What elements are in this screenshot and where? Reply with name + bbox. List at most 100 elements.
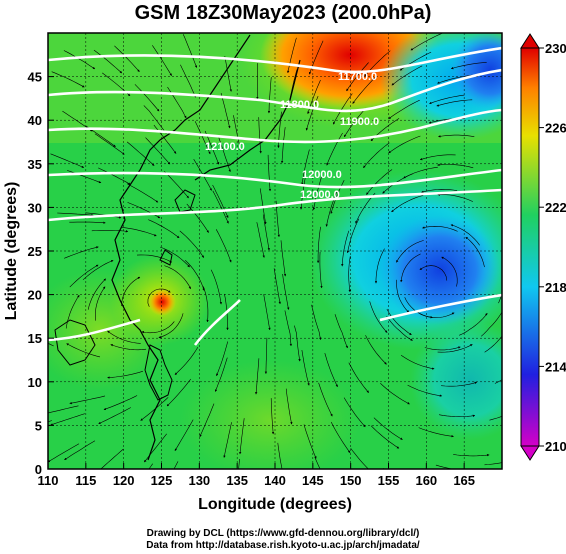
- streamline: [256, 222, 265, 258]
- streamline: [214, 357, 228, 392]
- streamline: [366, 169, 393, 195]
- streamline: [107, 330, 141, 344]
- streamline: [370, 425, 400, 449]
- streamline: [350, 448, 369, 469]
- streamline: [94, 133, 125, 155]
- y-tick-label: 45: [28, 70, 42, 85]
- streamline: [267, 77, 272, 114]
- streamline: [63, 50, 96, 70]
- streamline: [294, 325, 301, 362]
- streamline: [352, 76, 377, 104]
- streamline: [450, 62, 487, 70]
- streamline: [419, 265, 448, 281]
- y-tick-label: 40: [28, 113, 42, 128]
- streamline: [419, 312, 455, 318]
- streamline: [374, 248, 385, 284]
- streamline: [203, 286, 209, 323]
- streamline: [182, 34, 198, 68]
- streamline: [369, 301, 388, 333]
- streamline: [316, 226, 321, 264]
- streamline: [255, 358, 260, 395]
- x-axis-ticks: 110 115 120 125 130 135 140 145 150 155 160 165: [38, 463, 475, 488]
- y-tick-label: 35: [28, 157, 42, 172]
- streamline: [437, 74, 473, 84]
- contour-label: 11800.0: [280, 99, 319, 111]
- streamline: [388, 135, 421, 154]
- streamline: [199, 403, 215, 438]
- y-tick-label: 30: [28, 200, 42, 215]
- streamline: [267, 154, 272, 192]
- streamline: [407, 384, 443, 397]
- streamline: [373, 417, 403, 440]
- streamline: [64, 246, 99, 259]
- streamline: [95, 286, 106, 321]
- x-tick-label: 135: [226, 473, 248, 488]
- colorbar-tick-label: 226: [545, 121, 566, 136]
- streamline: [121, 276, 141, 307]
- y-tick-label: 5: [35, 418, 42, 433]
- streamline: [143, 105, 167, 134]
- streamline: [380, 382, 410, 405]
- colorbar-tick-label: 222: [545, 200, 566, 215]
- y-tick-label: 25: [28, 244, 42, 259]
- streamline: [386, 308, 412, 336]
- streamline: [87, 278, 106, 310]
- streamline: [348, 362, 369, 393]
- streamline: [136, 254, 173, 263]
- streamline: [391, 195, 424, 213]
- streamline: [238, 458, 240, 469]
- streamline: [418, 427, 454, 438]
- contour-labels: 11700.0 11800.0 11900.0 12000.0 12000.0 …: [205, 71, 379, 201]
- streamline: [159, 246, 190, 268]
- streamline: [134, 84, 160, 112]
- streamline: [158, 313, 184, 339]
- streamline: [424, 346, 461, 351]
- streamline: [233, 115, 242, 151]
- streamline: [386, 315, 413, 341]
- streamline: [330, 179, 345, 214]
- streamline: [144, 433, 167, 463]
- streamline: [64, 440, 96, 460]
- streamline: [258, 117, 262, 154]
- streamline: [57, 212, 94, 217]
- x-tick-label: 155: [378, 473, 400, 488]
- streamline: [51, 71, 85, 88]
- streamline: [330, 421, 351, 454]
- streamline: [67, 170, 102, 184]
- streamline: [179, 230, 205, 258]
- streamline: [82, 260, 114, 281]
- streamline: [69, 395, 106, 405]
- streamline: [441, 256, 458, 287]
- streamline: [152, 45, 172, 76]
- streamline: [98, 167, 131, 185]
- streamline: [69, 221, 106, 224]
- streamline: [348, 255, 351, 293]
- x-tick-label: 110: [38, 473, 59, 488]
- streamline: [343, 397, 366, 428]
- streamline: [459, 312, 488, 336]
- contour-label: 12100.0: [205, 141, 245, 153]
- streamline: [212, 190, 229, 224]
- streamline: [110, 344, 147, 351]
- x-axis-label: Longitude (degrees): [198, 496, 352, 513]
- streamline: [341, 230, 350, 267]
- streamline: [365, 335, 387, 365]
- x-tick-label: 140: [264, 473, 286, 488]
- streamline: [50, 153, 85, 168]
- streamline: [277, 442, 283, 469]
- streamline: [212, 184, 229, 218]
- streamline: [145, 137, 171, 165]
- streamline: [166, 378, 192, 407]
- streamline: [103, 395, 138, 411]
- streamline: [400, 253, 421, 283]
- y-tick-label: 10: [28, 375, 42, 390]
- lat-lon-grid: [48, 33, 502, 469]
- y-axis-ticks: 0 5 10 15 20 25 30 35 40 45: [28, 70, 54, 477]
- streamline: [48, 405, 79, 414]
- streamline: [280, 127, 286, 164]
- streamline: [324, 353, 338, 388]
- streamline: [489, 416, 502, 421]
- streamline: [284, 310, 293, 347]
- streamline: [275, 200, 280, 238]
